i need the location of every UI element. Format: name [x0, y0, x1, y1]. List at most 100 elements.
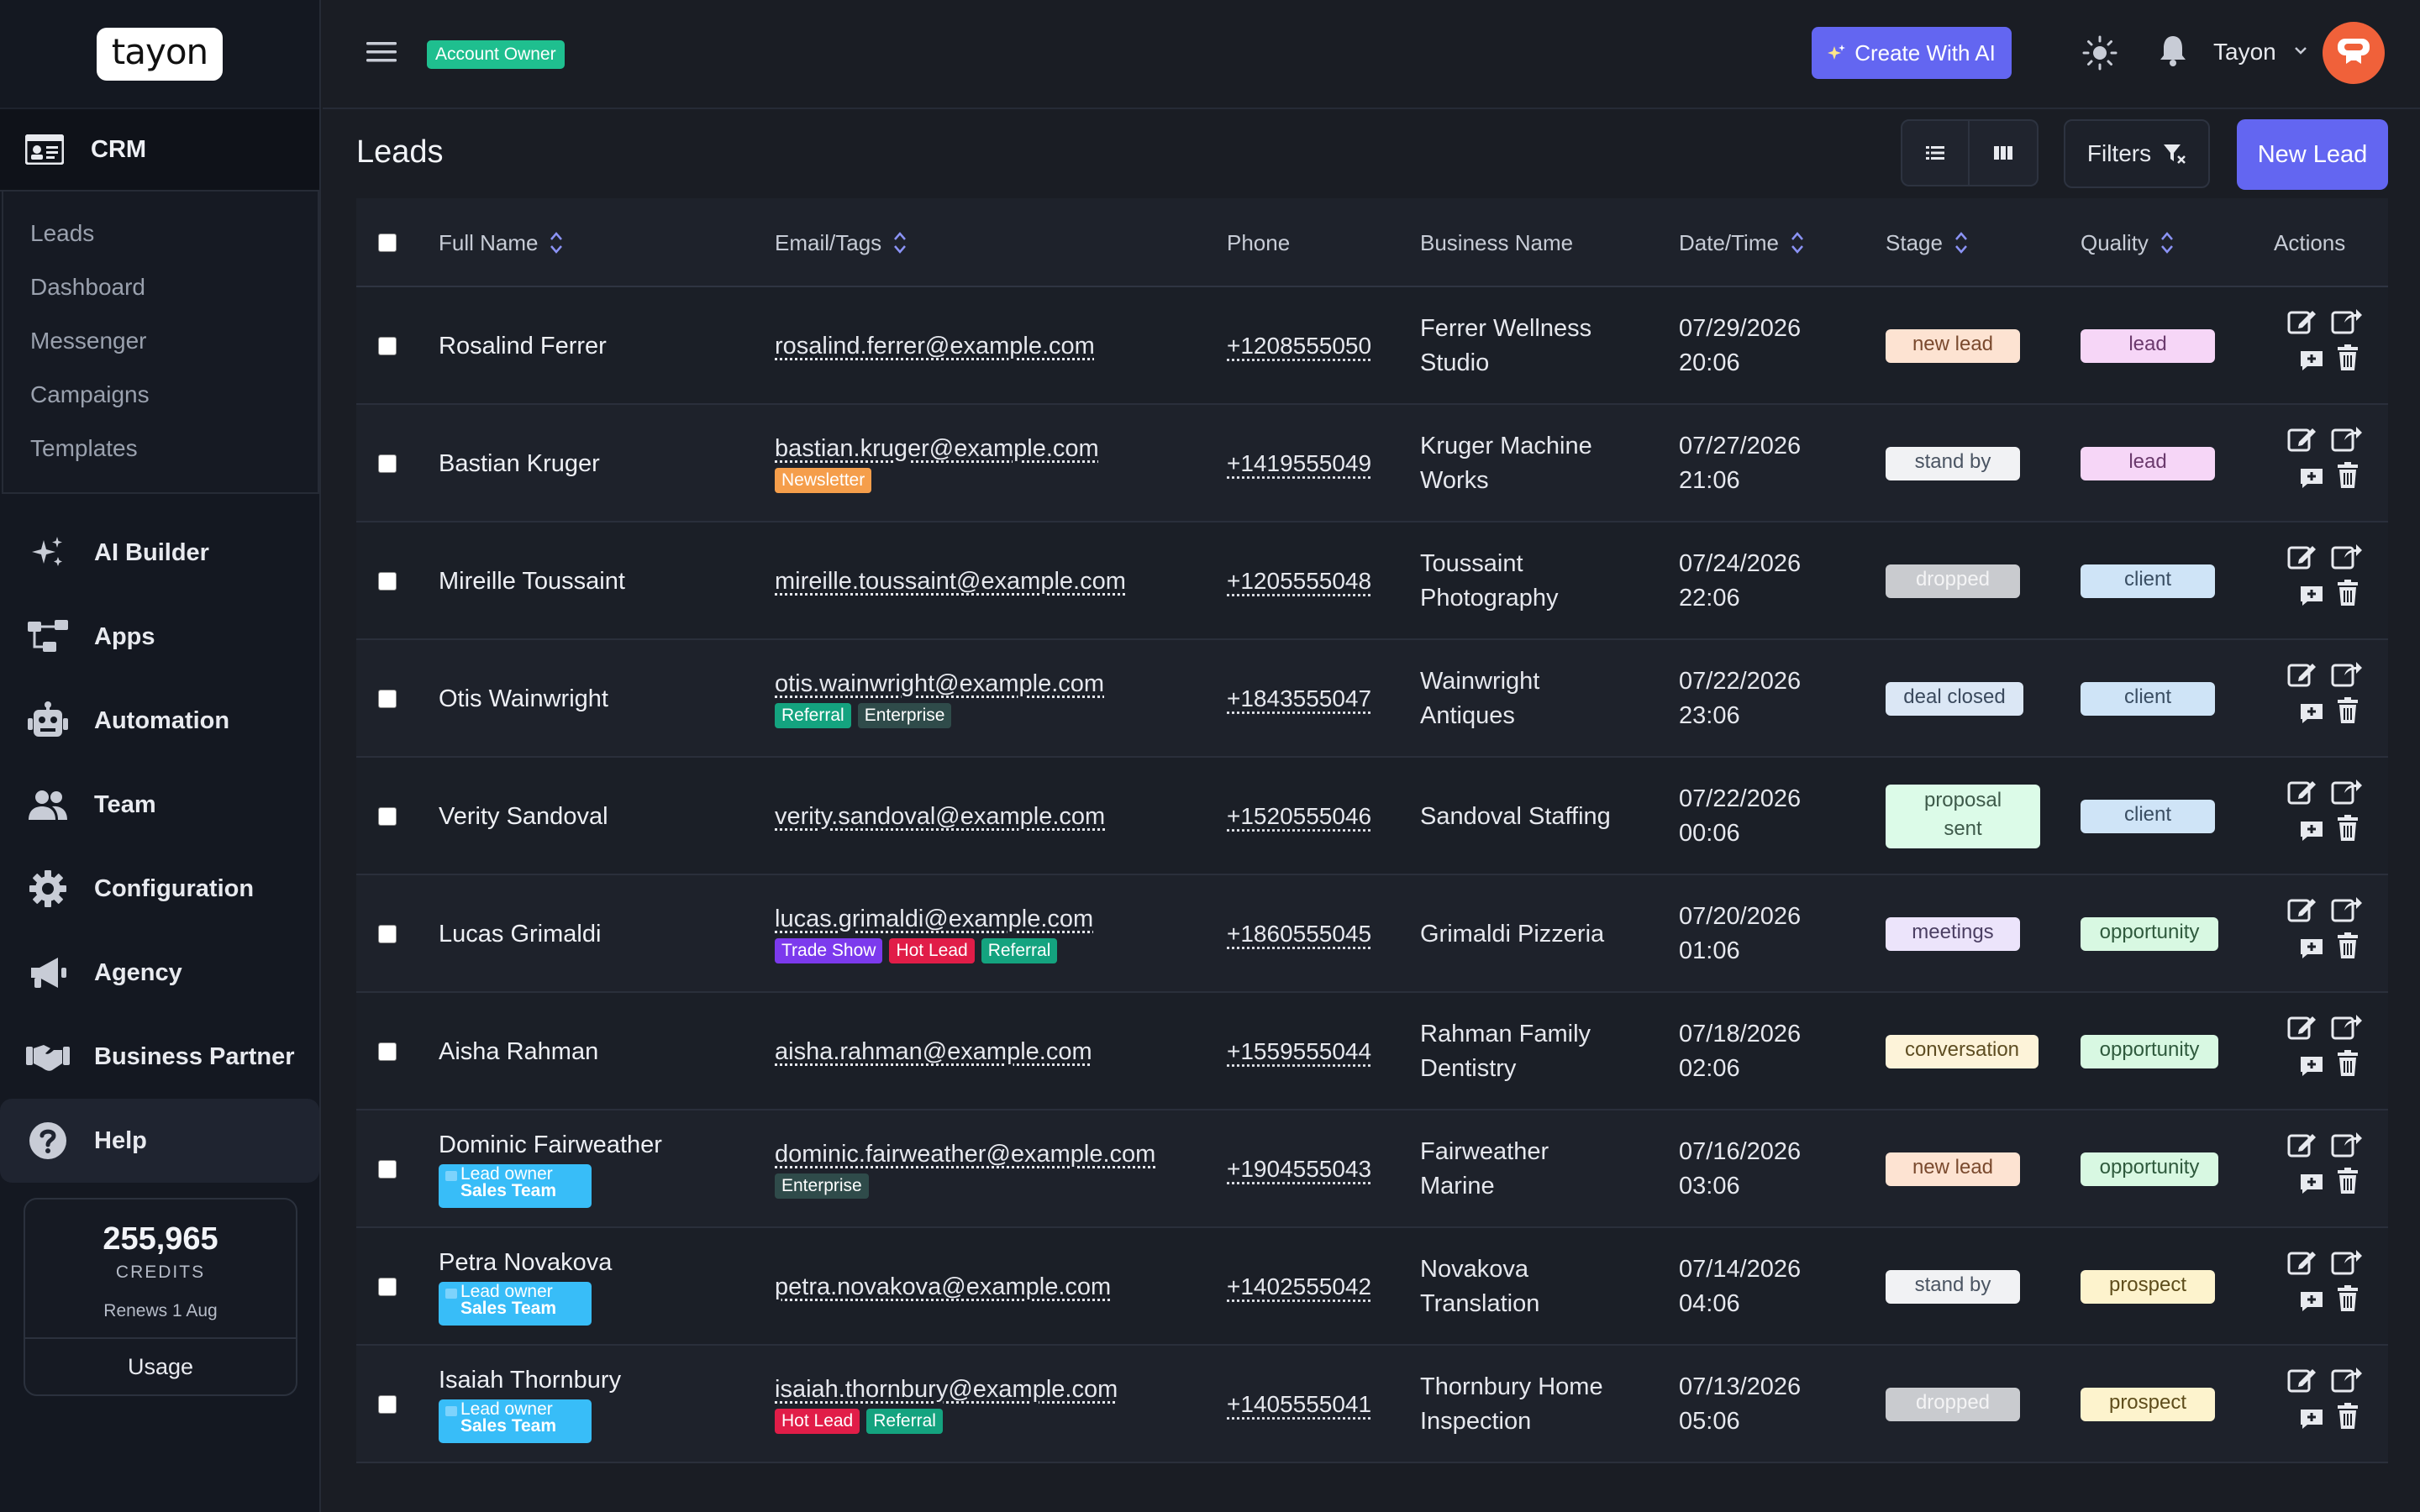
lead-email[interactable]: lucas.grimaldi@example.com	[775, 905, 1094, 932]
edit-icon[interactable]	[2287, 543, 2317, 571]
lead-phone[interactable]: +1904555043	[1227, 1156, 1372, 1182]
lead-email[interactable]: otis.wainwright@example.com	[775, 669, 1105, 697]
sidebar-item-automation[interactable]: Automation	[0, 679, 319, 763]
lead-email[interactable]: petra.novakova@example.com	[775, 1273, 1112, 1300]
submenu-item-dashboard[interactable]: Dashboard	[30, 274, 145, 300]
lead-owner-badge[interactable]: Lead owner Sales Team	[439, 1163, 592, 1208]
table-row[interactable]: Verity Sandoval verity.sandoval@example.c…	[356, 758, 2388, 875]
table-row[interactable]: Isaiah Thornbury Lead owner Sales Team isai…	[356, 1346, 2388, 1463]
lead-phone[interactable]: +1405555041	[1227, 1391, 1372, 1417]
trash-icon[interactable]	[2336, 1285, 2360, 1312]
col-email-tags[interactable]: Email/Tags	[775, 198, 907, 287]
share-icon[interactable]	[2331, 306, 2363, 334]
row-checkbox[interactable]	[378, 1278, 397, 1296]
share-icon[interactable]	[2331, 423, 2363, 452]
avatar[interactable]	[2323, 22, 2385, 84]
share-icon[interactable]	[2331, 776, 2363, 805]
stage-badge[interactable]: meetings	[1886, 917, 2020, 951]
lead-email[interactable]: isaiah.thornbury@example.com	[775, 1375, 1118, 1403]
quality-badge[interactable]: client	[2081, 564, 2215, 598]
bell-icon[interactable]	[2158, 34, 2188, 67]
share-icon[interactable]	[2331, 1011, 2363, 1040]
lead-email[interactable]: mireille.toussaint@example.com	[775, 567, 1126, 595]
lead-phone[interactable]: +1843555047	[1227, 685, 1372, 711]
lead-email[interactable]: bastian.kruger@example.com	[775, 434, 1099, 462]
quality-badge[interactable]: opportunity	[2081, 917, 2218, 951]
row-checkbox[interactable]	[378, 807, 397, 826]
lead-name[interactable]: Verity Sandoval	[439, 802, 608, 830]
share-icon[interactable]	[2331, 1129, 2363, 1158]
stage-badge[interactable]: conversation	[1886, 1035, 2039, 1068]
lead-email[interactable]: verity.sandoval@example.com	[775, 802, 1106, 830]
edit-icon[interactable]	[2287, 425, 2317, 454]
edit-icon[interactable]	[2287, 307, 2317, 336]
filters-button[interactable]: Filters	[2064, 119, 2210, 188]
trash-icon[interactable]	[2336, 462, 2360, 489]
quality-badge[interactable]: opportunity	[2081, 1035, 2218, 1068]
sort-icon[interactable]	[2160, 230, 2174, 255]
row-checkbox[interactable]	[378, 1395, 397, 1414]
row-checkbox[interactable]	[378, 1042, 397, 1061]
lead-phone[interactable]: +1520555046	[1227, 803, 1372, 829]
share-icon[interactable]	[2331, 894, 2363, 922]
lead-email[interactable]: dominic.fairweather@example.com	[775, 1140, 1156, 1168]
share-icon[interactable]	[2331, 1247, 2363, 1275]
stage-badge[interactable]: new lead	[1886, 329, 2020, 363]
board-view-button[interactable]	[1970, 119, 2039, 186]
trash-icon[interactable]	[2336, 697, 2360, 724]
stage-badge[interactable]: dropped	[1886, 1388, 2020, 1421]
sort-icon[interactable]	[1791, 230, 1804, 255]
edit-icon[interactable]	[2287, 660, 2317, 689]
quality-badge[interactable]: opportunity	[2081, 1152, 2218, 1186]
stage-badge[interactable]: stand by	[1886, 1270, 2020, 1304]
select-all-checkbox[interactable]	[378, 234, 397, 252]
sidebar-item-crm[interactable]: CRM	[0, 108, 319, 192]
lead-owner-badge[interactable]: Lead owner Sales Team	[439, 1399, 592, 1443]
sidebar-item-team[interactable]: Team	[0, 763, 319, 847]
table-row[interactable]: Otis Wainwright otis.wainwright@example.c…	[356, 640, 2388, 758]
sidebar-item-ai-builder[interactable]: AI Builder	[0, 511, 319, 595]
trash-icon[interactable]	[2336, 932, 2360, 959]
table-row[interactable]: Petra Novakova Lead owner Sales Team petra.…	[356, 1228, 2388, 1346]
col-date-time[interactable]: Date/Time	[1679, 198, 1804, 287]
quality-badge[interactable]: client	[2081, 682, 2215, 716]
add-note-icon[interactable]	[2299, 1171, 2324, 1194]
tag-badge[interactable]: Enterprise	[857, 702, 952, 728]
quality-badge[interactable]: prospect	[2081, 1388, 2215, 1421]
row-checkbox[interactable]	[378, 925, 397, 943]
table-row[interactable]: Aisha Rahman aisha.rahman@example.com +155…	[356, 993, 2388, 1110]
lead-phone[interactable]: +1205555048	[1227, 568, 1372, 594]
sun-icon[interactable]	[2082, 35, 2118, 71]
lead-name[interactable]: Lucas Grimaldi	[439, 920, 602, 948]
edit-icon[interactable]	[2287, 895, 2317, 924]
submenu-item-templates[interactable]: Templates	[30, 435, 138, 461]
list-view-button[interactable]	[1901, 119, 1970, 186]
col-stage[interactable]: Stage	[1886, 198, 1968, 287]
tag-badge[interactable]: Referral	[866, 1408, 943, 1434]
edit-icon[interactable]	[2287, 1131, 2317, 1159]
stage-badge[interactable]: stand by	[1886, 447, 2020, 480]
sidebar-item-agency[interactable]: Agency	[0, 931, 319, 1015]
tag-badge[interactable]: Hot Lead	[775, 1408, 860, 1434]
trash-icon[interactable]	[2336, 1168, 2360, 1194]
lead-phone[interactable]: +1402555042	[1227, 1273, 1372, 1299]
trash-icon[interactable]	[2336, 1403, 2360, 1430]
tag-badge[interactable]: Newsletter	[775, 467, 872, 493]
row-checkbox[interactable]	[378, 454, 397, 473]
table-row[interactable]: Lucas Grimaldi lucas.grimaldi@example.com…	[356, 875, 2388, 993]
lead-phone[interactable]: +1559555044	[1227, 1038, 1372, 1064]
sidebar-item-apps[interactable]: Apps	[0, 595, 319, 679]
trash-icon[interactable]	[2336, 344, 2360, 371]
hamburger-menu-icon[interactable]	[366, 40, 397, 64]
lead-name[interactable]: Isaiah Thornbury	[439, 1366, 622, 1394]
stage-badge[interactable]: deal closed	[1886, 682, 2023, 716]
add-note-icon[interactable]	[2299, 701, 2324, 724]
share-icon[interactable]	[2331, 659, 2363, 687]
row-checkbox[interactable]	[378, 1160, 397, 1179]
user-name[interactable]: Tayon	[2213, 39, 2276, 65]
sort-icon[interactable]	[1954, 230, 1968, 255]
quality-badge[interactable]: lead	[2081, 447, 2215, 480]
add-note-icon[interactable]	[2299, 1053, 2324, 1077]
row-checkbox[interactable]	[378, 337, 397, 355]
submenu-item-messenger[interactable]: Messenger	[30, 328, 147, 354]
